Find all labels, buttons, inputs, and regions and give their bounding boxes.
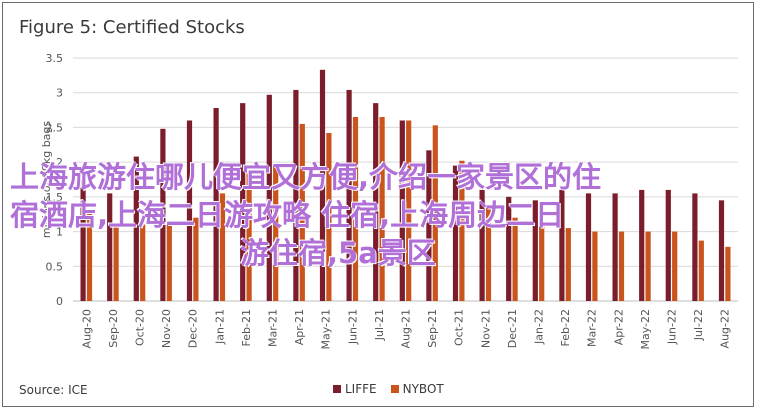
bar-liffe-sep-20 bbox=[107, 193, 113, 301]
bar-nybot-sep-21 bbox=[432, 125, 438, 302]
bar-nybot-sep-20 bbox=[113, 224, 119, 301]
x-tick-label: Apr-21 bbox=[293, 309, 306, 345]
x-tick-label: Nov-20 bbox=[160, 309, 173, 348]
x-tick-label: Mar-22 bbox=[586, 309, 599, 347]
source-note: Source: ICE bbox=[19, 383, 88, 397]
bar-liffe-sep-21 bbox=[426, 150, 432, 301]
x-axis: Aug-20 Sep-20 Oct-20 Nov-20 Dec-20 Jan-21 Feb-… bbox=[80, 309, 731, 350]
bar-liffe-oct-20 bbox=[133, 156, 139, 301]
bar-liffe-aug-20 bbox=[80, 179, 86, 301]
legend-item-liffe: LIFFE bbox=[333, 382, 377, 396]
y-tick-label: 3.5 bbox=[46, 52, 64, 65]
x-tick-label: Jun-21 bbox=[346, 309, 359, 345]
x-tick-label: Dec-21 bbox=[506, 309, 519, 348]
y-tick-label: 0 bbox=[56, 295, 63, 308]
bars bbox=[80, 69, 731, 302]
legend-label-nybot: NYBOT bbox=[402, 382, 444, 396]
x-tick-label: Dec-20 bbox=[187, 309, 200, 348]
bar-nybot-feb-21 bbox=[246, 172, 252, 301]
x-tick-label: Oct-21 bbox=[453, 309, 466, 346]
legend: LIFFE NYBOT bbox=[333, 382, 452, 396]
x-tick-label: Mar-21 bbox=[267, 309, 280, 347]
legend-item-nybot: NYBOT bbox=[390, 382, 444, 396]
bar-nybot-jul-22 bbox=[698, 240, 704, 301]
bar-liffe-jan-22 bbox=[532, 200, 538, 301]
bar-nybot-jun-22 bbox=[672, 231, 678, 301]
bar-nybot-jan-21 bbox=[219, 193, 226, 301]
y-axis: 0 0.5 1 1.5 2 2.5 3 3.5 bbox=[46, 52, 64, 308]
bar-nybot-aug-20 bbox=[86, 210, 93, 301]
legend-label-liffe: LIFFE bbox=[345, 382, 377, 396]
bar-liffe-feb-22 bbox=[559, 189, 565, 301]
bar-liffe-feb-21 bbox=[240, 103, 246, 301]
bar-liffe-dec-20 bbox=[186, 120, 193, 301]
chart-title: Figure 5: Certified Stocks bbox=[19, 17, 245, 38]
x-tick-label: Aug-20 bbox=[80, 309, 93, 348]
x-tick-label: Oct-20 bbox=[134, 309, 147, 346]
bar-nybot-jul-21 bbox=[379, 117, 385, 301]
bar-nybot-mar-22 bbox=[592, 231, 598, 301]
bar-nybot-dec-21 bbox=[512, 217, 518, 301]
bar-nybot-aug-21 bbox=[406, 120, 412, 301]
bar-liffe-jun-21 bbox=[346, 89, 352, 302]
y-tick-label: 0.5 bbox=[46, 260, 64, 273]
x-tick-label: Feb-22 bbox=[559, 309, 572, 346]
bar-nybot-may-22 bbox=[645, 231, 651, 301]
bar-liffe-aug-22 bbox=[718, 200, 725, 301]
x-tick-label: Feb-21 bbox=[240, 309, 253, 346]
legend-swatch-liffe bbox=[333, 385, 341, 393]
bar-liffe-nov-20 bbox=[160, 128, 166, 301]
bar-nybot-aug-22 bbox=[725, 246, 731, 301]
x-tick-label: Aug-22 bbox=[719, 309, 732, 348]
bar-liffe-may-22 bbox=[639, 189, 645, 301]
bar-nybot-apr-21 bbox=[299, 123, 305, 301]
bar-liffe-jul-22 bbox=[692, 193, 698, 301]
bar-nybot-may-21 bbox=[326, 132, 332, 301]
bar-liffe-jul-21 bbox=[373, 103, 379, 301]
bar-nybot-jun-21 bbox=[352, 117, 359, 301]
y-tick-label: 3 bbox=[56, 87, 63, 100]
x-tick-label: Apr-22 bbox=[612, 309, 625, 345]
bar-liffe-apr-21 bbox=[293, 89, 299, 302]
bar-liffe-apr-22 bbox=[612, 193, 618, 301]
x-tick-label: Jul-22 bbox=[692, 309, 705, 341]
y-tick-label: 2.5 bbox=[46, 121, 64, 134]
x-tick-label: Jan-21 bbox=[213, 309, 226, 345]
bar-nybot-jan-22 bbox=[539, 224, 545, 301]
bar-liffe-nov-21 bbox=[479, 189, 485, 301]
bar-liffe-jun-22 bbox=[665, 189, 671, 301]
bar-liffe-oct-21 bbox=[452, 165, 459, 301]
bar-liffe-aug-21 bbox=[399, 120, 405, 301]
bar-nybot-oct-20 bbox=[140, 224, 146, 301]
gridlines bbox=[73, 57, 738, 302]
legend-swatch-nybot bbox=[390, 385, 399, 393]
y-tick-label: 2 bbox=[56, 156, 63, 169]
bar-nybot-apr-22 bbox=[618, 231, 625, 301]
x-tick-label: Aug-21 bbox=[400, 309, 413, 348]
bar-nybot-nov-20 bbox=[166, 224, 172, 301]
x-tick-label: Jul-21 bbox=[373, 309, 386, 341]
x-tick-label: Sep-20 bbox=[107, 309, 120, 348]
bar-liffe-jan-21 bbox=[213, 107, 219, 301]
chart-frame: Figure 5: Certified Stocks 0 0.5 1 1.5 2 2.5 3… bbox=[2, 2, 754, 407]
bar-chart: 0 0.5 1 1.5 2 2.5 3 3.5 millions of 60kg bags A… bbox=[40, 52, 738, 350]
bar-liffe-mar-21 bbox=[266, 94, 272, 301]
x-tick-label: Sep-21 bbox=[426, 309, 439, 348]
bar-nybot-feb-22 bbox=[565, 228, 571, 301]
bar-nybot-mar-21 bbox=[273, 165, 279, 301]
bar-liffe-dec-21 bbox=[506, 196, 512, 301]
bar-liffe-may-21 bbox=[319, 69, 326, 301]
y-tick-label: 1 bbox=[56, 226, 63, 239]
y-tick-label: 1.5 bbox=[46, 191, 64, 204]
x-tick-label: May-21 bbox=[320, 309, 333, 350]
x-tick-label: May-22 bbox=[639, 309, 652, 350]
bar-nybot-oct-21 bbox=[459, 160, 465, 301]
bar-liffe-mar-22 bbox=[585, 193, 592, 301]
bar-nybot-nov-21 bbox=[485, 207, 492, 301]
x-tick-label: Jun-22 bbox=[666, 309, 679, 345]
x-tick-label: Nov-21 bbox=[479, 309, 492, 348]
bar-nybot-dec-20 bbox=[193, 217, 199, 301]
x-tick-label: Jan-22 bbox=[533, 309, 546, 345]
y-axis-label: millions of 60kg bags bbox=[40, 121, 53, 239]
